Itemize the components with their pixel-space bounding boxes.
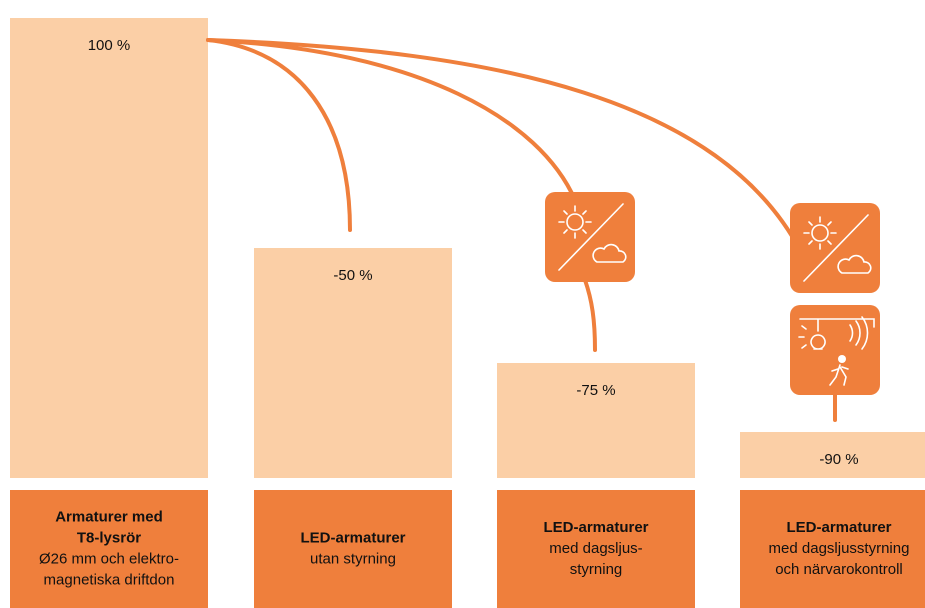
- bar: [497, 363, 695, 478]
- bar: [10, 18, 208, 478]
- category-label: styrning: [570, 561, 623, 578]
- bars: 100 % Armaturer med T8-lysrör Ø26 mm och el…: [10, 18, 925, 608]
- value-label: -75 %: [576, 382, 615, 399]
- category-box: [10, 490, 208, 608]
- value-label: -90 %: [819, 451, 858, 468]
- curve: [206, 38, 577, 202]
- curve: [206, 38, 802, 252]
- category-label: Armaturer med: [55, 508, 163, 525]
- category-label: med dagsljus-: [549, 540, 642, 557]
- icon-daylight: [790, 203, 880, 293]
- icon-daylight: [545, 192, 635, 282]
- category-box: [497, 490, 695, 608]
- category-box: [254, 490, 452, 608]
- value-label: 100 %: [88, 37, 131, 54]
- category-label: Ø26 mm och elektro-: [39, 550, 179, 567]
- category-label: LED-armaturer: [300, 529, 405, 546]
- category-label: utan styrning: [310, 550, 396, 567]
- category-label: LED-armaturer: [786, 519, 891, 536]
- icon-presence: [790, 305, 880, 395]
- value-label: -50 %: [333, 267, 372, 284]
- category-box: [740, 490, 925, 608]
- category-label: och närvarokontroll: [775, 561, 903, 578]
- curve: [583, 278, 597, 352]
- category-label: LED-armaturer: [543, 519, 648, 536]
- bar: [254, 248, 452, 478]
- bar: [740, 432, 925, 478]
- curve: [206, 38, 352, 232]
- category-label: T8-lysrör: [77, 529, 141, 546]
- curves: [206, 38, 837, 422]
- category-label: magnetiska driftdon: [44, 571, 175, 588]
- category-label: med dagsljusstyrning: [769, 540, 910, 557]
